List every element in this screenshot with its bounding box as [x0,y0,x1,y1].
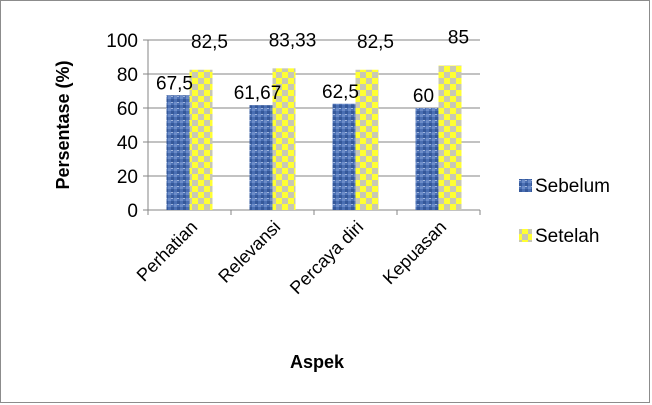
data-label-setelah: 82,5 [191,32,228,53]
y-tick-labels: 0 20 40 60 80 100 [106,31,138,222]
bar-sebelum-3 [415,108,439,210]
y-tick-label: 40 [117,133,138,154]
data-label-setelah: 85 [448,28,469,49]
category-label: Relevansi [214,217,284,287]
bar-sebelum-2 [332,103,356,210]
bar-sebelum-1 [249,105,273,210]
category-label: Kepuasan [379,217,450,288]
y-tick-label: 0 [127,201,138,222]
y-tick-label: 100 [106,31,138,52]
bar-setelah-1 [272,68,296,211]
y-tick-label: 20 [117,167,138,188]
data-labels: 67,5 82,5 61,67 83,33 62,5 82,5 60 85 [156,28,469,108]
category-label: Perhatian [133,217,202,286]
legend-label-sebelum: Sebelum [535,176,610,197]
x-axis-title: Aspek [290,352,345,372]
bar-setelah-2 [355,69,379,210]
y-tick-label: 60 [117,99,138,120]
data-label-setelah: 82,5 [357,32,394,53]
category-label: Percaya diri [286,217,367,298]
bar-setelah-0 [189,69,213,210]
bar-sebelum-0 [166,95,190,210]
y-axis-title: Persentase (%) [53,60,73,189]
legend: Sebelum Setelah [519,176,610,247]
data-label-sebelum: 61,67 [234,83,282,104]
y-tick-label: 80 [117,65,138,86]
legend-swatch-setelah [519,229,532,242]
legend-swatch-sebelum [519,179,532,192]
data-label-setelah: 83,33 [269,30,317,51]
data-label-sebelum: 62,5 [322,82,359,103]
category-labels: Perhatian Relevansi Percaya diri Kepuasan [133,217,451,298]
data-label-sebelum: 60 [413,86,434,107]
bars [166,65,462,211]
data-label-sebelum: 67,5 [156,73,193,94]
legend-label-setelah: Setelah [535,226,599,247]
bar-setelah-3 [438,65,462,210]
